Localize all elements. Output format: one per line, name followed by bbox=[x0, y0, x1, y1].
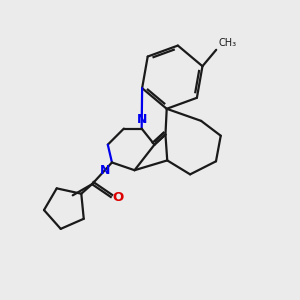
Text: N: N bbox=[100, 164, 110, 177]
Text: N: N bbox=[136, 112, 147, 126]
Text: O: O bbox=[112, 191, 124, 204]
Text: CH₃: CH₃ bbox=[218, 38, 236, 48]
